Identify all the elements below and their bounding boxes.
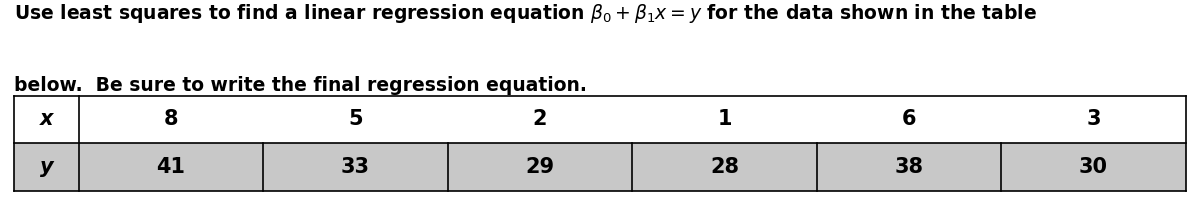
Text: 30: 30	[1079, 157, 1108, 177]
Text: 1: 1	[718, 109, 732, 129]
Bar	[14, 143, 79, 191]
Text: x: x	[40, 109, 53, 129]
Text: 28: 28	[710, 157, 739, 177]
Bar	[1001, 96, 1186, 143]
Text: 29: 29	[526, 157, 554, 177]
Text: Use least squares to find a linear regression equation $\beta_0 + \beta_1 x = y$: Use least squares to find a linear regre…	[14, 2, 1038, 25]
Bar	[817, 96, 1001, 143]
Text: 41: 41	[156, 157, 186, 177]
Text: below.  Be sure to write the final regression equation.: below. Be sure to write the final regres…	[14, 76, 587, 95]
Bar	[79, 143, 263, 191]
Text: 33: 33	[341, 157, 370, 177]
Bar	[632, 143, 817, 191]
Text: y: y	[40, 157, 54, 177]
Text: 38: 38	[894, 157, 924, 177]
Bar	[263, 96, 448, 143]
Bar	[632, 96, 817, 143]
Bar	[14, 96, 79, 143]
Bar	[79, 96, 263, 143]
Text: 2: 2	[533, 109, 547, 129]
Text: 6: 6	[901, 109, 916, 129]
Bar	[263, 143, 448, 191]
Text: 5: 5	[348, 109, 362, 129]
Text: 8: 8	[163, 109, 179, 129]
Bar	[448, 143, 632, 191]
Bar	[1001, 143, 1186, 191]
Bar	[448, 96, 632, 143]
Text: 3: 3	[1086, 109, 1100, 129]
Bar	[817, 143, 1001, 191]
